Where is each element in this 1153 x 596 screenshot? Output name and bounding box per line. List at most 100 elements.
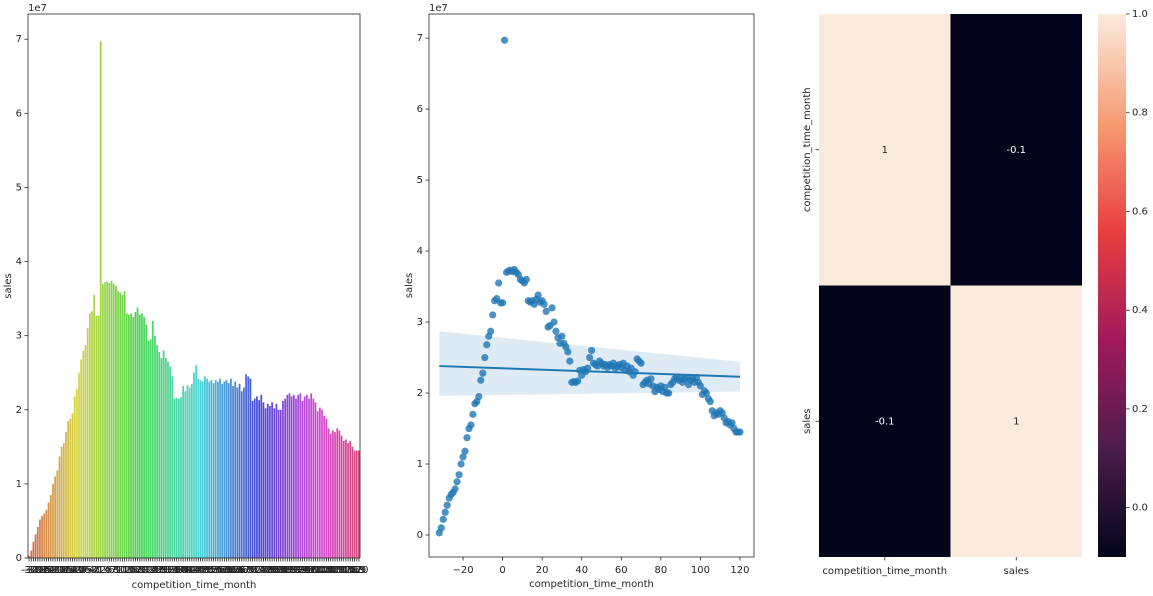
- bar: [82, 350, 85, 558]
- x-tick-label: 1: [98, 565, 104, 576]
- x-tick-label: 90: [287, 565, 300, 576]
- x-tick-label: -22: [43, 565, 59, 576]
- point: [584, 364, 592, 372]
- x-tick-label: 76: [257, 565, 270, 576]
- x-tick-label: 105: [317, 565, 336, 576]
- bar: [305, 394, 308, 558]
- point: [534, 291, 542, 299]
- bar: [258, 400, 260, 558]
- point: [587, 346, 596, 355]
- bar: [279, 409, 282, 558]
- x-tick-label: 95: [298, 565, 311, 576]
- bar: [221, 383, 224, 558]
- x-tick-label: -6: [81, 565, 91, 576]
- y-tick-label: 6: [16, 108, 22, 119]
- bar: [145, 324, 148, 558]
- x-tick-label: 51: [203, 565, 216, 576]
- bar: [175, 397, 178, 558]
- bar: [106, 281, 109, 558]
- bar: [347, 443, 349, 558]
- bar: [299, 393, 302, 558]
- bar: [199, 380, 202, 558]
- bar: [230, 378, 232, 558]
- bar: [212, 383, 215, 558]
- point: [453, 478, 461, 486]
- x-tick-label: 16: [127, 565, 140, 576]
- bar: [123, 291, 126, 558]
- x-tick-label: 56: [214, 565, 227, 576]
- x-tick-label: 97: [303, 565, 316, 576]
- bar: [136, 307, 139, 558]
- point: [631, 368, 639, 376]
- x-tick-label: 64: [231, 565, 244, 576]
- y-tick-label: 4: [16, 257, 22, 268]
- x-tick-label: 8: [113, 565, 119, 576]
- colorbar-tick-label: 0.6: [1132, 206, 1148, 217]
- bar: [177, 398, 180, 558]
- x-tick-label: 78: [261, 565, 274, 576]
- x-tick-label: 13: [120, 565, 133, 576]
- bar: [288, 393, 291, 558]
- x-tick-label: 70: [244, 565, 257, 576]
- x-tick-label: 27: [151, 565, 164, 576]
- x-tick-label: 6: [108, 565, 114, 576]
- x-tick-label: 5: [106, 565, 112, 576]
- x-tick-label: -17: [53, 565, 69, 576]
- bar: [117, 291, 119, 558]
- bar: [355, 450, 358, 558]
- bar: [271, 402, 273, 558]
- x-tick-label: 10: [114, 565, 127, 576]
- x-tick-label: 54: [209, 565, 222, 576]
- bar: [253, 398, 256, 558]
- x-tick-label: -19: [49, 565, 65, 576]
- regression-line: [439, 365, 740, 378]
- y-tick-label: 7: [417, 33, 423, 44]
- point: [498, 299, 507, 307]
- x-tick-label: 87: [281, 565, 294, 576]
- x-tick-label: 23: [142, 565, 155, 576]
- bar: [80, 359, 83, 558]
- x-tick-label: 72: [248, 565, 261, 576]
- bar: [97, 315, 100, 558]
- bar: [184, 391, 187, 558]
- bar: [217, 381, 219, 558]
- x-tick-label: 59: [220, 565, 233, 576]
- x-tick-label: 84: [274, 565, 287, 576]
- point: [574, 377, 582, 385]
- x-tick-label: 88: [283, 565, 296, 576]
- x-tick-label: 46: [192, 565, 205, 576]
- x-tick-label: -4: [85, 565, 95, 576]
- bar: [115, 286, 117, 558]
- x-tick-label: 21: [138, 565, 151, 576]
- bar: [125, 313, 128, 558]
- bar: [141, 313, 143, 558]
- bar: [69, 418, 72, 558]
- x-tick-label: 29: [155, 565, 168, 576]
- point: [702, 389, 710, 397]
- x-tick-label: 20: [536, 565, 549, 576]
- point: [475, 392, 483, 401]
- point: [457, 460, 465, 468]
- bar: [162, 350, 165, 558]
- bar: [286, 394, 289, 558]
- x-tick-label: 101: [308, 565, 327, 576]
- x-tick-label: -16: [56, 565, 72, 576]
- bar: [156, 345, 158, 558]
- bar: [56, 470, 59, 558]
- bar: [334, 432, 336, 558]
- x-tick-label: -18: [51, 565, 67, 576]
- heatmap-cell: [950, 285, 1082, 557]
- point: [469, 410, 477, 418]
- bar: [195, 365, 198, 558]
- bar: [134, 311, 137, 558]
- bar: [219, 378, 221, 558]
- bar: [260, 394, 263, 558]
- bar: [180, 397, 182, 558]
- bar: [292, 394, 295, 558]
- x-tick-label: 104: [315, 565, 334, 576]
- point: [477, 376, 485, 384]
- x-tick-label: 38: [175, 565, 188, 576]
- bar: [234, 381, 237, 558]
- bar: [275, 403, 278, 558]
- x-tick-label: 9: [115, 565, 121, 576]
